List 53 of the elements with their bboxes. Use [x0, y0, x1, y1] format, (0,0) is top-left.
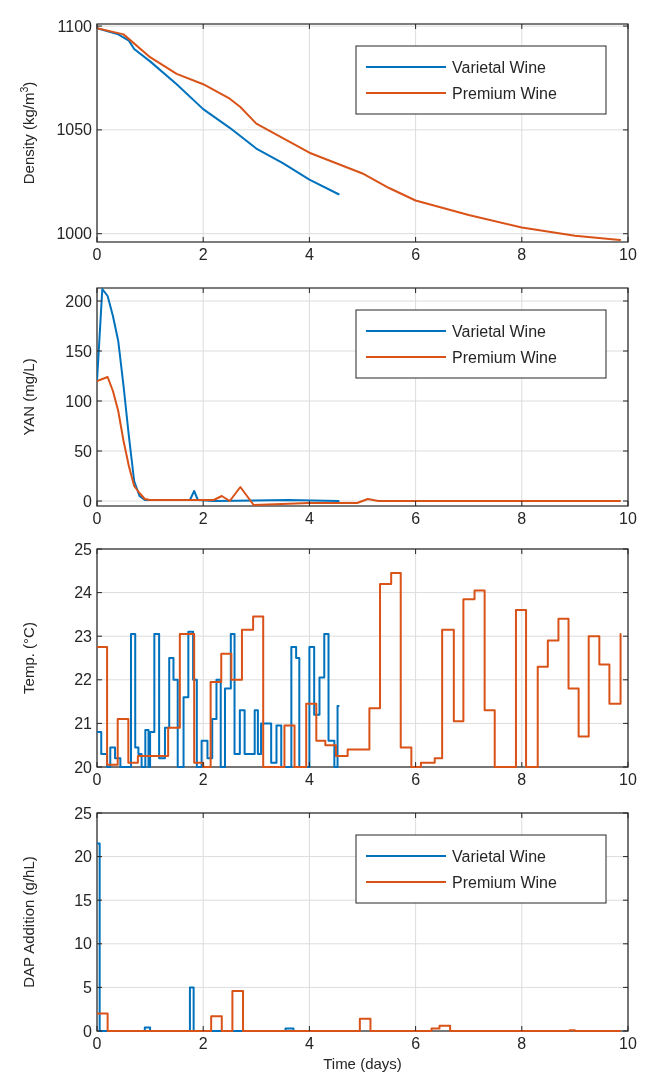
- y-tick-label: 22: [74, 671, 93, 689]
- y-tick-label: 25: [74, 804, 93, 822]
- x-axis-title: Time (days): [323, 1055, 402, 1072]
- line-series: [97, 376, 622, 506]
- y-tick-label: 50: [74, 442, 93, 460]
- x-tick-label: 10: [619, 510, 637, 527]
- x-tick-label: 4: [304, 771, 314, 788]
- legend-label: Premium Wine: [452, 348, 558, 366]
- x-tick-label: 6: [411, 510, 421, 527]
- y-axis-title: DAP Addition (g/hL): [20, 856, 37, 988]
- y-tick-label: 25: [74, 540, 93, 558]
- x-tick-label: 8: [517, 1035, 527, 1052]
- y-tick-label: 23: [74, 627, 93, 645]
- x-tick-label: 4: [304, 246, 314, 263]
- x-tick-label: 6: [411, 1035, 421, 1052]
- legend-label: Premium Wine: [452, 84, 558, 102]
- y-tick-label: 100: [65, 392, 93, 410]
- x-tick-label: 2: [198, 246, 208, 263]
- y-axis-title: Temp. (°C): [20, 622, 37, 694]
- legend-label: Varietal Wine: [452, 58, 547, 76]
- y-tick-label: 20: [74, 848, 93, 866]
- y-tick-label: 10: [74, 935, 93, 953]
- x-tick-label: 10: [619, 771, 637, 788]
- line-series: [97, 288, 340, 502]
- x-tick-label: 4: [304, 1035, 314, 1052]
- x-tick-label: 10: [619, 246, 637, 263]
- y-axis-title: YAN (mg/L): [20, 358, 37, 436]
- x-tick-label: 8: [517, 771, 527, 788]
- x-tick-label: 6: [411, 771, 421, 788]
- line-series: [97, 27, 622, 241]
- x-tick-label: 4: [304, 510, 314, 527]
- x-tick-label: 2: [198, 510, 208, 527]
- y-tick-label: 20: [74, 758, 93, 776]
- x-tick-label: 10: [619, 1035, 637, 1052]
- legend-label: Varietal Wine: [452, 322, 547, 340]
- x-tick-label: 8: [517, 246, 527, 263]
- legend-label: Premium Wine: [452, 873, 558, 891]
- y-tick-label: 0: [83, 1022, 93, 1040]
- y-tick-label: 15: [74, 891, 93, 909]
- y-tick-label: 1050: [56, 121, 93, 139]
- x-tick-label: 6: [411, 246, 421, 263]
- y-tick-label: 21: [74, 715, 93, 732]
- y-tick-label: 5: [83, 979, 93, 996]
- y-tick-label: 1000: [56, 225, 93, 243]
- x-tick-label: 2: [198, 1035, 208, 1052]
- legend-label: Varietal Wine: [452, 847, 547, 865]
- y-tick-label: 200: [65, 292, 93, 310]
- y-tick-label: 150: [65, 342, 93, 360]
- y-tick-label: 24: [74, 584, 93, 602]
- x-tick-label: 8: [517, 510, 527, 527]
- y-tick-label: 0: [83, 492, 93, 510]
- x-tick-label: 2: [198, 771, 208, 788]
- y-tick-label: 1100: [57, 17, 93, 35]
